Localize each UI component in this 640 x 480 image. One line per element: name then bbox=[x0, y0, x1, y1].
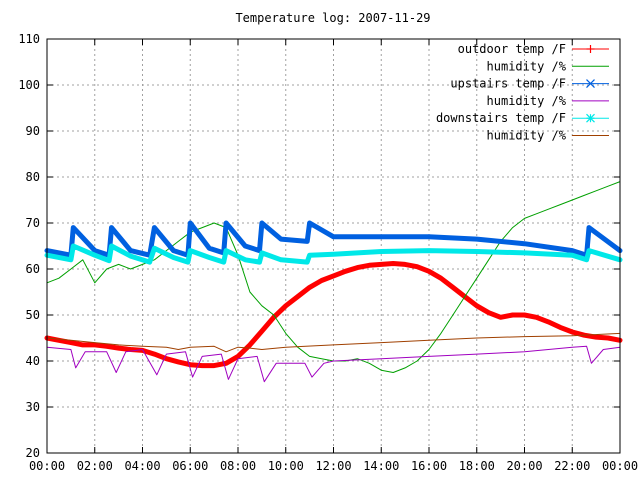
x-tick-label: 20:00 bbox=[506, 459, 542, 473]
x-tick-label: 00:00 bbox=[602, 459, 638, 473]
y-tick-label: 40 bbox=[26, 354, 40, 368]
y-tick-label: 70 bbox=[26, 216, 40, 230]
y-tick-label: 60 bbox=[26, 262, 40, 276]
axes: 20 30 40 50 60 70 80 90 100 110 00:00 02:00 04:00 06:… bbox=[18, 32, 638, 473]
series-line-3 bbox=[44, 220, 623, 258]
legend-label: outdoor temp /F bbox=[458, 42, 566, 56]
x-tick-label: 14:00 bbox=[363, 459, 399, 473]
y-tick-label: 90 bbox=[26, 124, 40, 138]
x-tick-label: 12:00 bbox=[315, 459, 351, 473]
legend-label: humidity /% bbox=[487, 59, 567, 73]
x-tick-label: 22:00 bbox=[554, 459, 590, 473]
x-tick-label: 08:00 bbox=[220, 459, 256, 473]
legend-marker bbox=[586, 79, 595, 89]
legend: outdoor temp /F humidity /% upstairs temp … bbox=[436, 42, 609, 143]
x-tick-label: 06:00 bbox=[172, 459, 208, 473]
legend-label: humidity /% bbox=[487, 94, 567, 108]
legend-marker bbox=[586, 45, 595, 53]
x-tick-label: 10:00 bbox=[268, 459, 304, 473]
y-tick-label: 30 bbox=[26, 400, 40, 414]
chart-title: Temperature log: 2007-11-29 bbox=[235, 11, 430, 25]
x-tick-label: 04:00 bbox=[124, 459, 160, 473]
plot-frame bbox=[46, 38, 621, 454]
x-tick-label: 00:00 bbox=[29, 459, 65, 473]
series-lines bbox=[44, 181, 623, 383]
y-tick-label: 50 bbox=[26, 308, 40, 322]
series-line-4 bbox=[46, 345, 621, 383]
legend-label: humidity /% bbox=[487, 129, 567, 143]
y-tick-label: 100 bbox=[18, 78, 40, 92]
y-tick-label: 20 bbox=[26, 446, 40, 460]
legend-label: downstairs temp /F bbox=[436, 111, 566, 125]
series-line-5 bbox=[44, 243, 623, 265]
x-tick-label: 02:00 bbox=[77, 459, 113, 473]
x-tick-label: 18:00 bbox=[459, 459, 495, 473]
y-tick-label: 80 bbox=[26, 170, 40, 184]
y-tick-label: 110 bbox=[18, 32, 40, 46]
x-tick-label: 16:00 bbox=[411, 459, 447, 473]
legend-label: upstairs temp /F bbox=[450, 77, 566, 91]
legend-marker bbox=[586, 113, 595, 123]
series-line-6 bbox=[46, 332, 621, 353]
